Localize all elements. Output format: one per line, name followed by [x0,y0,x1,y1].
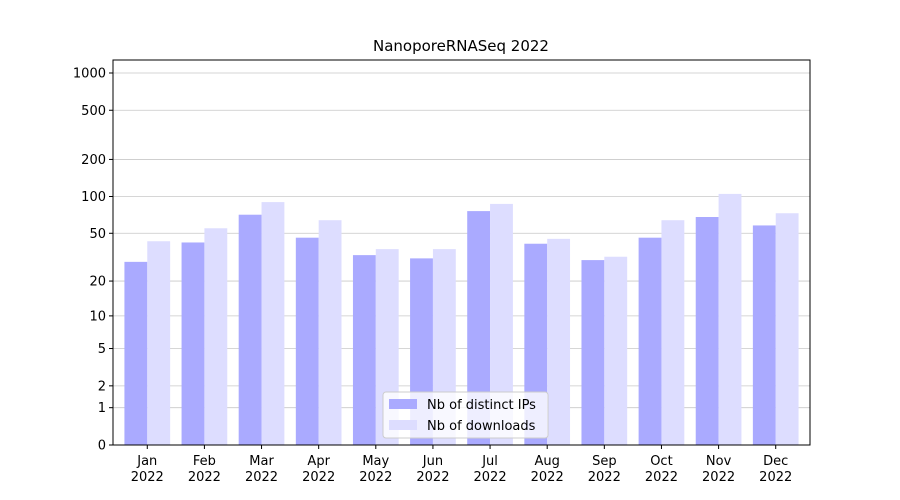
bar [775,213,799,445]
bar [547,238,571,445]
bar [490,203,513,445]
x-tick-label: Jul 2022 [474,454,507,485]
bar [752,225,776,445]
x-tick-label: Oct 2022 [645,454,678,485]
y-tick-label: 20 [89,275,106,290]
chart-title: NanoporeRNASeq 2022 [373,37,549,55]
y-tick-label: 10 [89,309,106,324]
legend-box [382,391,549,439]
bar [467,211,491,445]
y-tick-label: 200 [81,153,106,168]
bar [238,214,262,445]
bar [718,193,742,445]
y-tick-label: 1000 [73,66,106,81]
bar [638,237,662,445]
bar [581,260,605,445]
bar [295,237,319,445]
x-tick-label: May 2022 [359,454,392,485]
x-tick-label: Jun 2022 [416,454,449,485]
bar [124,261,148,445]
x-tick-label: Jan 2022 [131,454,164,485]
legend-swatch [389,420,417,430]
bar [204,228,228,445]
y-tick-label: 1 [98,401,106,416]
bar [661,220,685,445]
y-tick-label: 100 [81,190,106,205]
bar [695,217,719,445]
y-tick-label: 50 [89,227,106,242]
y-tick-label: 5 [98,342,106,357]
bar [261,202,285,445]
bar [181,242,205,445]
legend-swatch [389,399,417,409]
bar [352,255,376,445]
y-tick-label: 0 [98,439,106,454]
plot-frame [112,59,811,446]
x-tick-label: Dec 2022 [759,454,792,485]
x-tick-label: Nov 2022 [702,454,735,485]
y-tick-label: 500 [81,104,106,119]
bar [604,256,628,445]
bar [147,241,171,445]
x-tick-label: Aug 2022 [531,454,564,485]
legend-label: Nb of distinct IPs [427,398,536,413]
bar [318,220,342,445]
x-tick-label: Apr 2022 [302,454,335,485]
x-tick-label: Mar 2022 [245,454,278,485]
legend-label: Nb of downloads [427,419,536,434]
y-tick-label: 2 [98,379,106,394]
x-tick-label: Feb 2022 [188,454,221,485]
x-tick-label: Sep 2022 [588,454,621,485]
